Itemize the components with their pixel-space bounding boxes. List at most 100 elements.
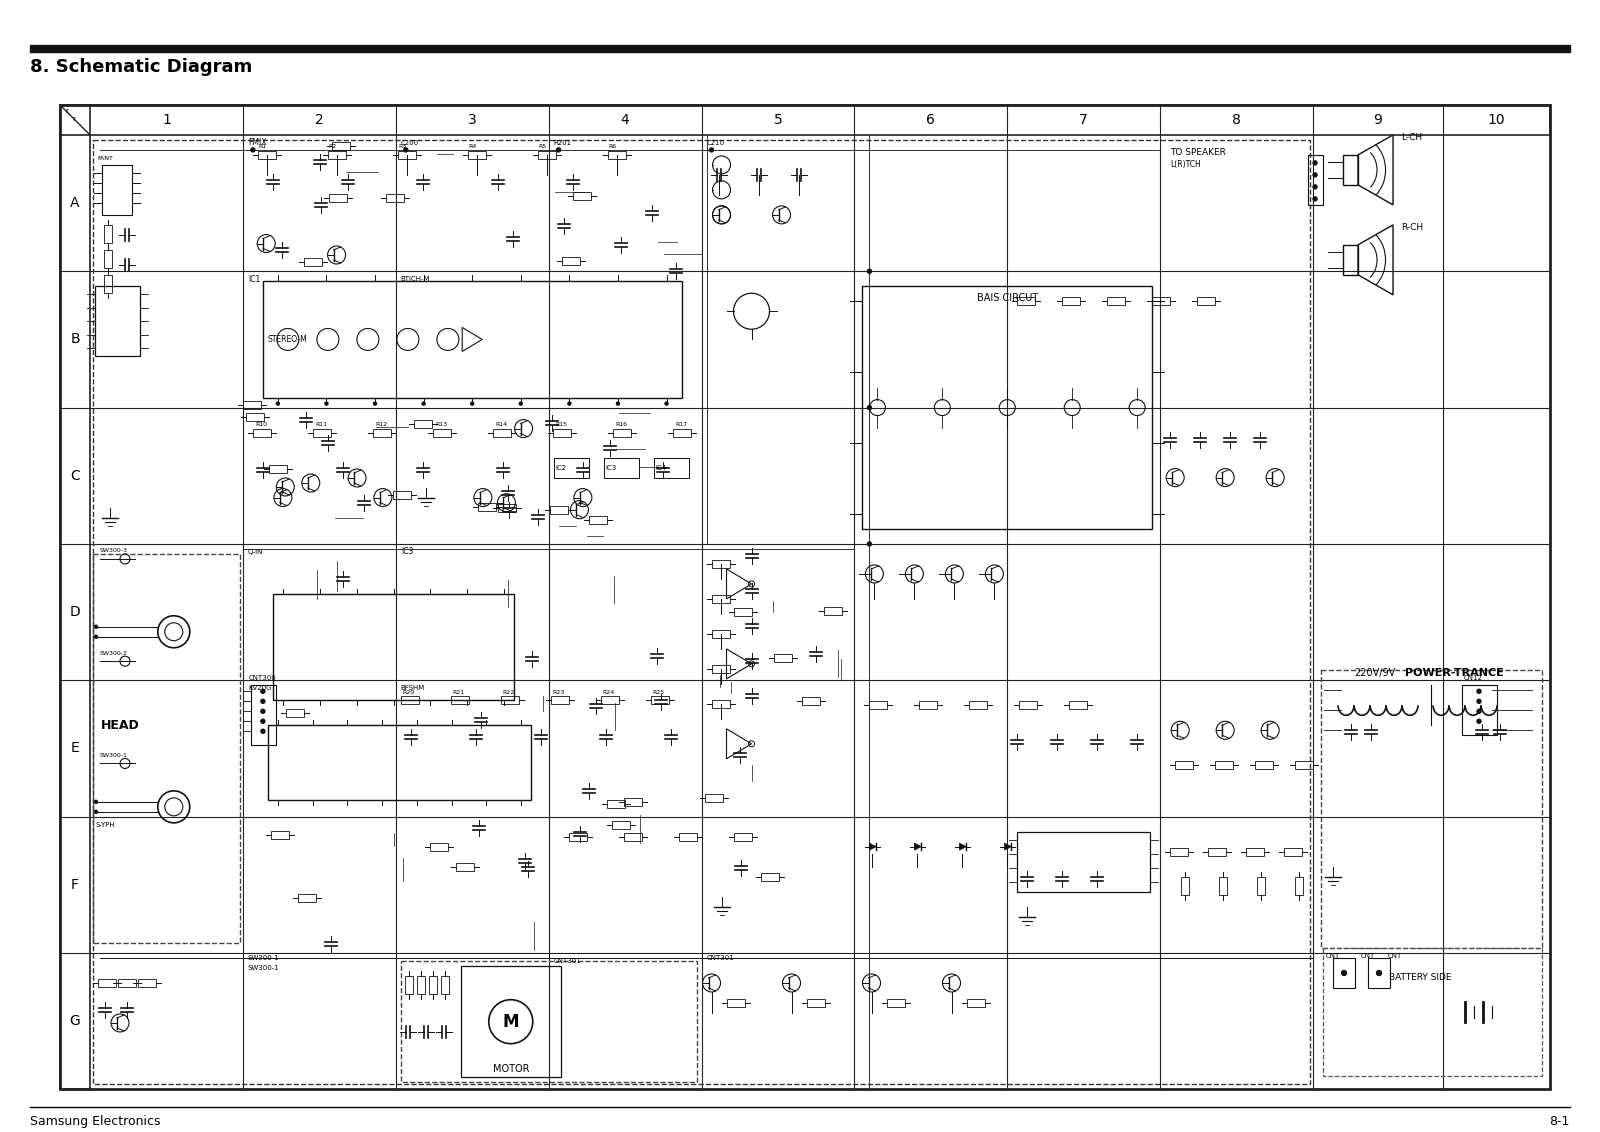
Bar [1323, 947, 1542, 1077]
Text: R1: R1 [258, 145, 266, 149]
Text: 3: 3 [467, 113, 477, 127]
Text: 2: 2 [315, 113, 323, 127]
Circle shape [373, 402, 376, 405]
Text: R5: R5 [538, 145, 546, 149]
Bar [1285, 848, 1302, 856]
Bar [733, 608, 752, 616]
Bar [269, 465, 286, 473]
Circle shape [261, 719, 266, 723]
Text: r: r [66, 108, 67, 114]
Text: r: r [72, 115, 75, 122]
Bar [712, 700, 730, 708]
Bar [274, 594, 514, 701]
Bar [118, 979, 136, 987]
Bar [573, 191, 592, 199]
Bar [1018, 832, 1150, 892]
Bar [554, 457, 589, 478]
Bar [624, 833, 642, 841]
Circle shape [1376, 970, 1381, 976]
Text: IC1: IC1 [248, 275, 261, 284]
Text: TO SPEAKER: TO SPEAKER [1170, 148, 1226, 157]
Bar [678, 833, 696, 841]
Circle shape [709, 148, 714, 152]
Bar [1254, 761, 1274, 770]
Bar [253, 429, 270, 437]
Bar [498, 505, 515, 513]
Bar [262, 281, 682, 397]
Bar [434, 429, 451, 437]
Bar [246, 413, 264, 421]
Circle shape [867, 405, 872, 410]
Text: 7: 7 [1080, 113, 1088, 127]
Bar [331, 142, 350, 149]
Bar [304, 258, 322, 266]
Circle shape [867, 542, 872, 546]
Polygon shape [869, 843, 877, 850]
Bar [93, 140, 1310, 1084]
Bar [1309, 155, 1323, 205]
Text: SW300-1: SW300-1 [248, 964, 280, 971]
Circle shape [1477, 719, 1482, 723]
Bar [1018, 298, 1035, 306]
Bar [624, 798, 642, 806]
Circle shape [470, 402, 474, 405]
Bar [258, 151, 275, 158]
Circle shape [616, 402, 619, 405]
Text: D: D [70, 606, 80, 619]
Bar [330, 195, 347, 203]
Text: IC4: IC4 [656, 464, 667, 471]
Bar [824, 608, 842, 616]
Bar [651, 696, 669, 704]
Bar [862, 286, 1152, 529]
Text: SW300-1: SW300-1 [99, 753, 128, 758]
Text: R-CH: R-CH [1402, 223, 1422, 232]
Bar [440, 976, 448, 994]
Text: POWER-TRANCE: POWER-TRANCE [1405, 668, 1504, 678]
Text: R14: R14 [494, 422, 507, 427]
Text: BTICH-M: BTICH-M [400, 276, 430, 282]
Polygon shape [914, 843, 922, 850]
Bar [467, 151, 486, 158]
Text: R17: R17 [675, 422, 686, 427]
Text: Samsung Electronics: Samsung Electronics [30, 1115, 160, 1129]
Circle shape [568, 402, 571, 405]
Bar [1174, 761, 1194, 770]
Bar [1107, 298, 1125, 306]
Bar [478, 503, 496, 511]
Circle shape [403, 148, 408, 152]
Text: FANT: FANT [98, 156, 114, 162]
Bar [1294, 876, 1302, 894]
Text: R2: R2 [328, 145, 336, 149]
Bar [674, 429, 691, 437]
Text: R6: R6 [608, 145, 616, 149]
Bar [886, 998, 904, 1007]
Text: CNT300: CNT300 [250, 676, 277, 681]
Bar [654, 457, 688, 478]
Text: R23: R23 [552, 689, 565, 695]
Circle shape [261, 710, 266, 713]
Bar [802, 697, 821, 705]
Text: M: M [502, 1013, 518, 1030]
Text: FMIX: FMIX [248, 138, 266, 147]
Text: R4: R4 [467, 145, 477, 149]
Text: R24: R24 [603, 689, 614, 695]
Bar [734, 833, 752, 841]
Bar [608, 151, 626, 158]
Bar [568, 833, 587, 841]
Text: C200: C200 [400, 140, 419, 146]
Bar [1197, 298, 1216, 306]
Text: 5: 5 [773, 113, 782, 127]
Text: SW300-3: SW300-3 [99, 549, 128, 554]
Bar [712, 595, 730, 603]
Circle shape [94, 635, 98, 638]
Bar [1181, 876, 1189, 894]
Bar [1019, 702, 1037, 710]
Text: 1: 1 [162, 113, 171, 127]
Bar [600, 696, 619, 704]
Bar [414, 420, 432, 428]
Bar [774, 654, 792, 662]
Text: 9: 9 [1373, 113, 1382, 127]
Bar [1170, 848, 1189, 856]
Text: BFSHM: BFSHM [400, 685, 426, 692]
Text: R22: R22 [502, 689, 515, 695]
